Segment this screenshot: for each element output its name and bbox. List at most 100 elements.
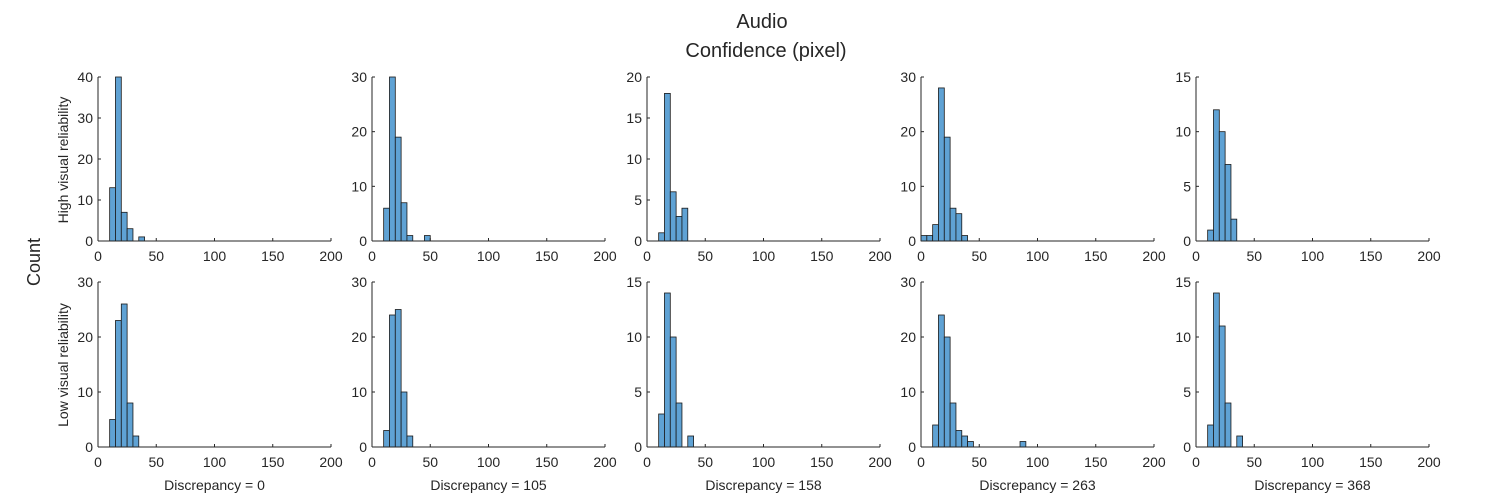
x-tick-label: 200 — [1142, 248, 1166, 264]
histogram-bar — [120, 211, 128, 242]
x-tick-label: 150 — [1084, 454, 1108, 470]
histogram-panel-2-5: 0 50 100 150 200 0 5 10 15 Discrepancy = 368 — [1175, 274, 1440, 493]
histogram-panel-2-3: 0 50 100 150 200 0 5 10 15 Discrepancy = 158 — [626, 274, 891, 493]
y-tick-label: 30 — [900, 274, 916, 290]
x-tick-label: 150 — [535, 248, 559, 264]
histogram-bar — [949, 207, 957, 242]
y-tick-label: 30 — [77, 110, 93, 126]
x-tick-label: 100 — [752, 454, 776, 470]
histogram-bar — [926, 235, 934, 242]
histogram-bar — [938, 314, 945, 448]
x-tick-label: 150 — [1359, 248, 1383, 264]
x-tick-label: 0 — [643, 454, 651, 470]
y-tick-label: 0 — [85, 233, 93, 249]
x-tick-label: 100 — [1026, 248, 1050, 264]
x-tick-label: 50 — [971, 248, 987, 264]
global-y-axis-label: Count — [24, 238, 44, 286]
histogram-bar — [109, 419, 116, 448]
x-tick-label: 200 — [1417, 248, 1441, 264]
x-tick-label: 150 — [810, 454, 834, 470]
x-tick-label: 50 — [971, 454, 987, 470]
histogram-bar — [383, 207, 390, 242]
x-tick-label: 100 — [1301, 454, 1325, 470]
histogram-bar — [389, 76, 396, 242]
y-tick-label: 10 — [626, 329, 642, 345]
histogram-bar — [1236, 435, 1244, 448]
row-label-low-visual-reliability: Low visual reliability — [55, 303, 71, 427]
y-tick-label: 0 — [359, 233, 367, 249]
y-tick-label: 10 — [77, 384, 93, 400]
histogram-panel-2-1: 0 50 100 150 200 0 10 20 30 Discrepancy = 0 — [77, 274, 342, 493]
histogram-bar — [394, 136, 402, 242]
x-tick-label: 150 — [261, 248, 285, 264]
histogram-bar — [961, 235, 969, 242]
figure-title-line2: Confidence (pixel) — [685, 40, 846, 62]
x-tick-label: 50 — [697, 454, 713, 470]
x-tick-label: 0 — [917, 248, 925, 264]
histogram-bar — [1213, 292, 1220, 448]
x-axis-label: Discrepancy = 158 — [705, 477, 822, 493]
y-tick-label: 0 — [634, 233, 642, 249]
x-tick-label: 150 — [261, 454, 285, 470]
histogram-bar — [938, 87, 945, 242]
x-tick-label: 50 — [148, 454, 164, 470]
histogram-bar — [1218, 131, 1226, 242]
histogram-bar — [394, 309, 402, 448]
histogram-panel-1-2: 0 50 100 150 200 0 10 20 30 — [351, 69, 616, 264]
y-tick-label: 10 — [900, 384, 916, 400]
histogram-bar — [138, 236, 145, 242]
x-tick-label: 50 — [422, 248, 438, 264]
histogram-panel-2-4: 0 50 100 150 200 0 10 20 30 Discrepancy = 263 — [900, 274, 1165, 493]
y-tick-label: 15 — [626, 274, 642, 290]
histogram-bar — [115, 76, 122, 242]
histogram-bar — [658, 413, 665, 448]
x-tick-label: 50 — [148, 248, 164, 264]
y-tick-label: 40 — [77, 69, 93, 85]
histogram-bar — [664, 292, 671, 448]
x-tick-label: 200 — [868, 454, 892, 470]
histogram-bar — [120, 303, 128, 448]
y-tick-label: 20 — [900, 124, 916, 140]
y-tick-label: 15 — [1175, 69, 1191, 85]
x-tick-label: 0 — [94, 248, 102, 264]
y-tick-label: 10 — [351, 384, 367, 400]
x-tick-label: 100 — [203, 454, 227, 470]
y-tick-label: 5 — [1183, 178, 1191, 194]
y-tick-label: 0 — [908, 439, 916, 455]
y-tick-label: 20 — [351, 124, 367, 140]
y-tick-label: 0 — [634, 439, 642, 455]
histogram-bar — [1230, 218, 1238, 242]
y-tick-label: 0 — [1183, 233, 1191, 249]
y-tick-label: 0 — [908, 233, 916, 249]
y-tick-label: 20 — [626, 69, 642, 85]
y-tick-label: 10 — [351, 178, 367, 194]
histogram-bar — [669, 191, 677, 242]
histogram-panel-1-5: 0 50 100 150 200 0 5 10 15 — [1175, 69, 1440, 264]
y-tick-label: 5 — [634, 384, 642, 400]
x-tick-label: 50 — [1246, 454, 1262, 470]
x-tick-label: 0 — [1192, 248, 1200, 264]
histogram-bar — [669, 336, 677, 448]
figure-title-line1: Audio — [736, 11, 787, 33]
x-axis-label: Discrepancy = 105 — [430, 477, 547, 493]
y-tick-label: 0 — [1183, 439, 1191, 455]
y-tick-label: 15 — [626, 110, 642, 126]
histogram-bar — [383, 430, 390, 448]
row-label-high-visual-reliability: High visual reliability — [55, 97, 71, 224]
histogram-bar — [687, 435, 695, 448]
y-tick-label: 20 — [77, 329, 93, 345]
x-tick-label: 50 — [422, 454, 438, 470]
histogram-bar — [424, 235, 431, 242]
x-tick-label: 200 — [593, 454, 617, 470]
y-tick-label: 10 — [1175, 329, 1191, 345]
y-tick-label: 20 — [77, 151, 93, 167]
x-tick-label: 0 — [368, 248, 376, 264]
y-tick-label: 20 — [351, 329, 367, 345]
x-tick-label: 150 — [1084, 248, 1108, 264]
x-tick-label: 0 — [643, 248, 651, 264]
histogram-bar — [1224, 402, 1232, 448]
histogram-bar — [920, 235, 928, 242]
histogram-panel-1-1: 0 50 100 150 200 0 10 20 30 40 — [77, 69, 342, 264]
